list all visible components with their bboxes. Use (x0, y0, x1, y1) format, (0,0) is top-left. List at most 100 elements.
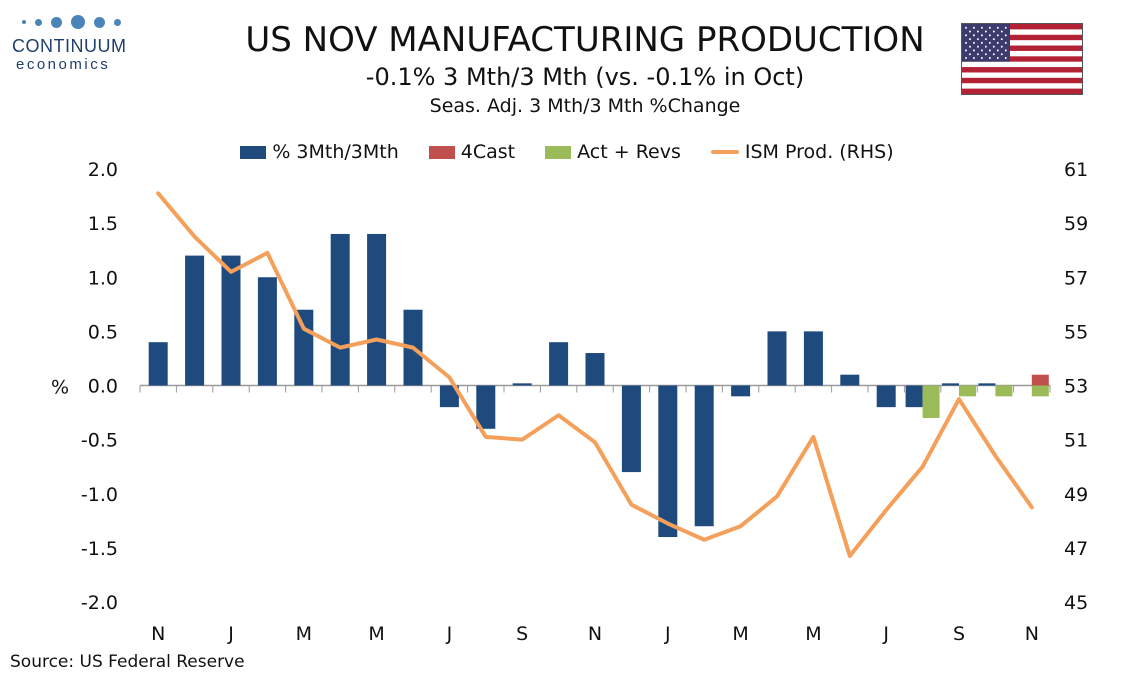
bar-main (731, 385, 751, 397)
y-tick-label: -0.5 (81, 430, 118, 452)
bar-main (294, 309, 314, 386)
bar-main (549, 342, 569, 386)
bar-actual-revs (922, 385, 940, 418)
bar-main (476, 385, 496, 429)
ism-point (994, 455, 996, 457)
x-tick-label: S (516, 623, 528, 645)
x-tick-label: J (664, 623, 671, 645)
x-tick-label: M (805, 623, 821, 645)
logo-name: CONTINUUM (12, 36, 127, 56)
y2-tick-label: 55 (1064, 321, 1088, 343)
ism-point (266, 252, 268, 254)
x-tick-label: J (446, 623, 453, 645)
x-tick-label: M (296, 623, 312, 645)
bar-main (978, 383, 996, 386)
ism-point (1031, 506, 1033, 508)
y2-tick-label: 49 (1064, 484, 1088, 506)
bar-main (621, 385, 641, 473)
logo-dots (12, 14, 137, 30)
legend-label-ism: ISM Prod. (RHS) (744, 141, 894, 163)
y-tick-label: 0.5 (88, 321, 118, 343)
x-tick-label: J (882, 623, 889, 645)
ism-point (558, 414, 560, 416)
y-tick-label: 1.0 (88, 267, 118, 289)
bar-actual-revs (995, 385, 1013, 397)
ism-point (448, 376, 450, 378)
y-tick-label: -1.5 (81, 538, 118, 560)
bar-main (767, 331, 787, 386)
bar-main (658, 385, 678, 538)
bar-main (185, 255, 205, 386)
ism-point (157, 192, 159, 194)
x-tick-label: J (227, 623, 234, 645)
x-tick-label: N (588, 623, 602, 645)
y-tick-label: 0.0 (88, 376, 118, 398)
ism-point (812, 436, 814, 438)
ism-point (376, 338, 378, 340)
ism-point (521, 439, 523, 441)
y2-tick-label: 57 (1064, 267, 1088, 289)
ism-point (485, 436, 487, 438)
bar-main (803, 331, 823, 386)
bar-main (367, 233, 387, 386)
y2-tick-label: 61 (1064, 159, 1088, 181)
chart-title: US NOV MANUFACTURING PRODUCTION (245, 20, 925, 60)
ism-point (667, 523, 669, 525)
bar-main (221, 255, 241, 386)
ism-point (303, 328, 305, 330)
legend-item-actual-revs: Act + Revs (545, 141, 681, 163)
chart-header: US NOV MANUFACTURING PRODUCTION -0.1% 3 … (200, 20, 970, 118)
bar-main (512, 383, 532, 386)
legend-label-forecast: 4Cast (460, 141, 516, 163)
ism-point (630, 504, 632, 506)
bar-main (905, 385, 923, 408)
logo-subtitle: economics (16, 56, 111, 73)
ism-point (703, 539, 705, 541)
y-tick-label: 1.5 (88, 213, 118, 235)
y2-tick-label: 47 (1064, 538, 1088, 560)
ism-point (740, 525, 742, 527)
ism-point (412, 347, 414, 349)
legend-item-forecast: 4Cast (428, 141, 516, 163)
ism-point (776, 495, 778, 497)
x-tick-label: N (151, 623, 165, 645)
y-tick-label: -1.0 (81, 484, 118, 506)
ism-point (849, 555, 851, 557)
bar-main (942, 383, 959, 386)
ism-point (885, 509, 887, 511)
bar-main (257, 277, 277, 386)
chart-legend: % 3Mth/3Mth 4Cast Act + Revs ISM Prod. (… (0, 141, 1134, 163)
ism-point (922, 466, 924, 468)
us-flag-icon (961, 23, 1083, 95)
ism-point (194, 236, 196, 238)
legend-item-ism: ISM Prod. (RHS) (710, 141, 894, 163)
bar-actual-revs (1031, 385, 1049, 397)
bar-main (694, 385, 714, 527)
source-note: Source: US Federal Reserve (10, 652, 245, 672)
ism-point (339, 347, 341, 349)
bar-main (439, 385, 459, 408)
legend-swatch-main (240, 145, 267, 159)
legend-swatch-ism (710, 150, 739, 154)
y-axis-label: % (51, 377, 69, 399)
legend-label-actual-revs: Act + Revs (577, 141, 681, 163)
legend-label-main: % 3Mth/3Mth (272, 141, 399, 163)
ism-point (230, 271, 232, 273)
legend-item-main: % 3Mth/3Mth (240, 141, 399, 163)
y-tick-label: -2.0 (81, 592, 118, 614)
y2-tick-label: 45 (1064, 592, 1088, 614)
y-tick-label: 2.0 (88, 159, 118, 181)
continuum-logo: CONTINUUM economics (12, 14, 137, 76)
ism-point (594, 441, 596, 443)
bar-main (840, 374, 860, 386)
y2-tick-label: 53 (1064, 376, 1088, 398)
y2-tick-label: 59 (1064, 213, 1088, 235)
y2-tick-label: 51 (1064, 430, 1088, 452)
chart-subtitle: -0.1% 3 Mth/3 Mth (vs. -0.1% in Oct) (365, 63, 805, 91)
bar-main (330, 233, 350, 386)
bar-main (148, 342, 168, 386)
chart-subtitle-secondary: Seas. Adj. 3 Mth/3 Mth %Change (429, 95, 741, 117)
legend-swatch-forecast (428, 145, 455, 159)
x-tick-label: M (368, 623, 384, 645)
